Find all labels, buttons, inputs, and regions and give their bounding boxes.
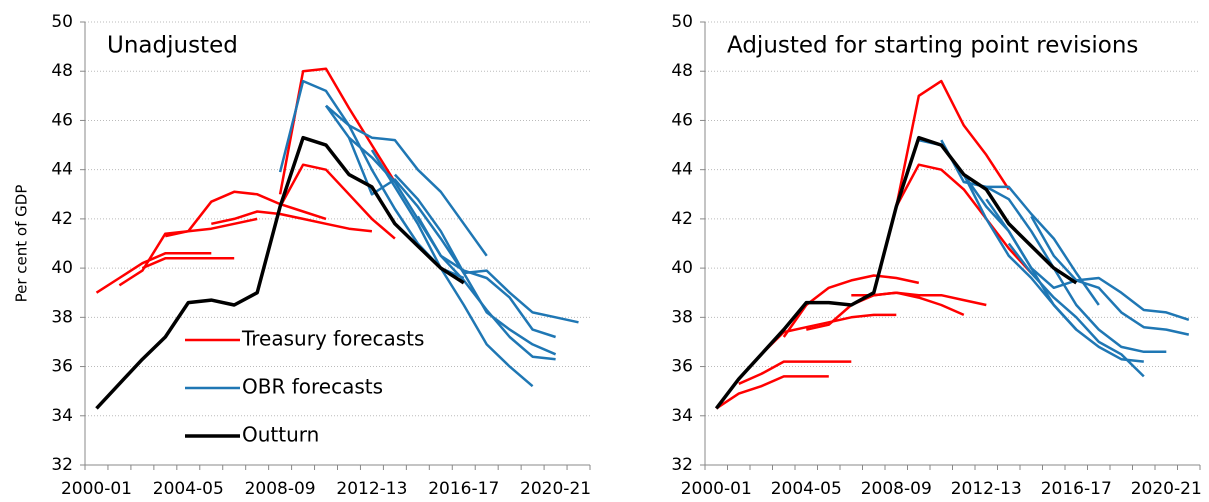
y-tick-label: 50 <box>671 12 693 32</box>
line <box>211 210 373 233</box>
y-tick-label: 32 <box>51 455 73 475</box>
y-tick-label: 48 <box>671 61 693 81</box>
line <box>714 135 1078 410</box>
y-tick-label: 34 <box>671 406 693 426</box>
line <box>324 104 579 324</box>
x-tick-label: 2000-01 <box>681 479 752 499</box>
line <box>1007 242 1145 378</box>
line <box>851 291 987 307</box>
y-tick-label: 32 <box>671 455 693 475</box>
x-tick-label: 2012-13 <box>951 479 1022 499</box>
x-tick-label: 2004-05 <box>153 479 224 499</box>
line <box>985 185 1167 354</box>
y-tick-label: 42 <box>51 209 73 229</box>
x-tick-label: 2012-13 <box>336 479 407 499</box>
line <box>1030 215 1190 336</box>
line <box>895 79 1010 207</box>
y-tick-label: 36 <box>671 357 693 377</box>
x-tick-label: 2020-21 <box>1131 479 1202 499</box>
x-tick-label: 2008-09 <box>861 479 932 499</box>
line <box>895 163 1033 274</box>
line <box>370 149 534 388</box>
y-tick-label: 48 <box>51 61 73 81</box>
chart-title: Adjusted for starting point revisions <box>727 33 1138 59</box>
line <box>165 190 327 238</box>
x-tick-label: 2020-21 <box>520 479 591 499</box>
line <box>962 173 1190 321</box>
line <box>806 291 965 331</box>
y-tick-label: 40 <box>671 258 693 278</box>
line <box>325 104 488 257</box>
x-tick-label: 2016-17 <box>1041 479 1112 499</box>
line <box>95 252 212 294</box>
y-tick-label: 38 <box>51 307 73 327</box>
y-axis-label: Per cent of GDP <box>13 185 31 303</box>
line <box>279 163 396 240</box>
chart-title: Unadjusted <box>107 33 238 59</box>
y-tick-label: 46 <box>51 110 73 130</box>
line <box>715 375 829 410</box>
x-tick-label: 2016-17 <box>428 479 499 499</box>
line <box>940 139 1100 306</box>
y-tick-label: 34 <box>51 406 73 426</box>
line <box>141 257 235 270</box>
line <box>738 360 852 385</box>
y-tick-label: 46 <box>671 110 693 130</box>
y-tick-label: 44 <box>671 160 693 180</box>
legend-label: Outturn <box>242 423 319 447</box>
y-tick-label: 44 <box>51 160 73 180</box>
x-tick-label: 2008-09 <box>245 479 316 499</box>
legend-label: OBR forecasts <box>242 375 383 399</box>
y-tick-label: 42 <box>671 209 693 229</box>
line <box>393 173 557 356</box>
x-tick-label: 2000-01 <box>61 479 132 499</box>
y-tick-label: 36 <box>51 357 73 377</box>
y-tick-label: 38 <box>671 307 693 327</box>
line <box>985 198 1144 363</box>
y-tick-label: 40 <box>51 258 73 278</box>
line <box>95 135 465 410</box>
y-tick-label: 50 <box>51 12 73 32</box>
legend-label: Treasury forecasts <box>241 327 424 351</box>
x-tick-label: 2004-05 <box>771 479 842 499</box>
line <box>416 215 556 339</box>
